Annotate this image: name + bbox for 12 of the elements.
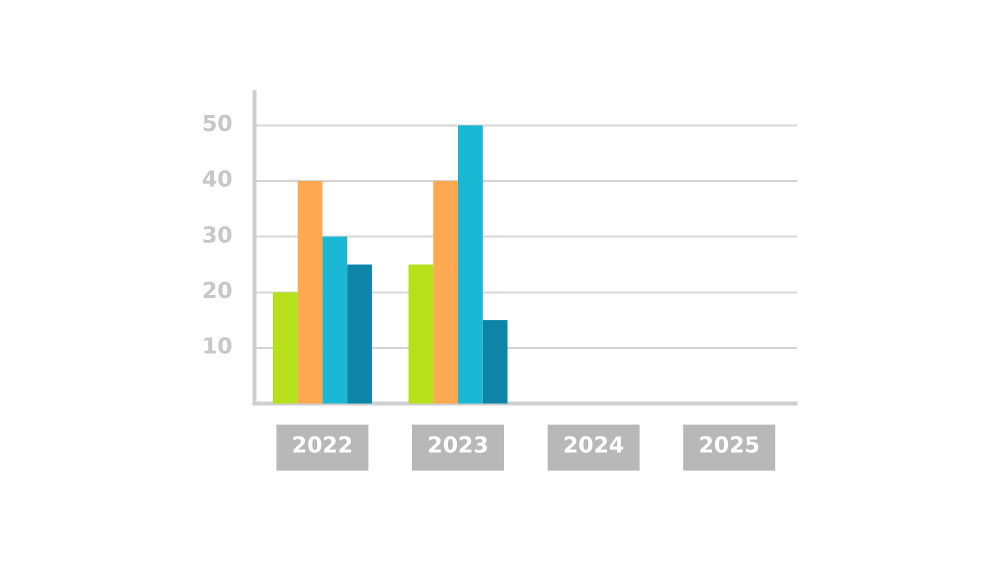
- bar: [458, 125, 483, 404]
- bar: [433, 181, 458, 404]
- x-tick-label: 2022: [292, 434, 354, 459]
- bar: [272, 292, 298, 404]
- bar: [482, 320, 508, 404]
- bar: [347, 264, 372, 404]
- x-tick-label: 2025: [698, 434, 760, 459]
- bar: [298, 181, 322, 404]
- x-tick-label: 2024: [562, 434, 624, 459]
- bar: [322, 236, 348, 404]
- bar: [408, 264, 434, 404]
- x-tick-label: 2023: [427, 434, 489, 459]
